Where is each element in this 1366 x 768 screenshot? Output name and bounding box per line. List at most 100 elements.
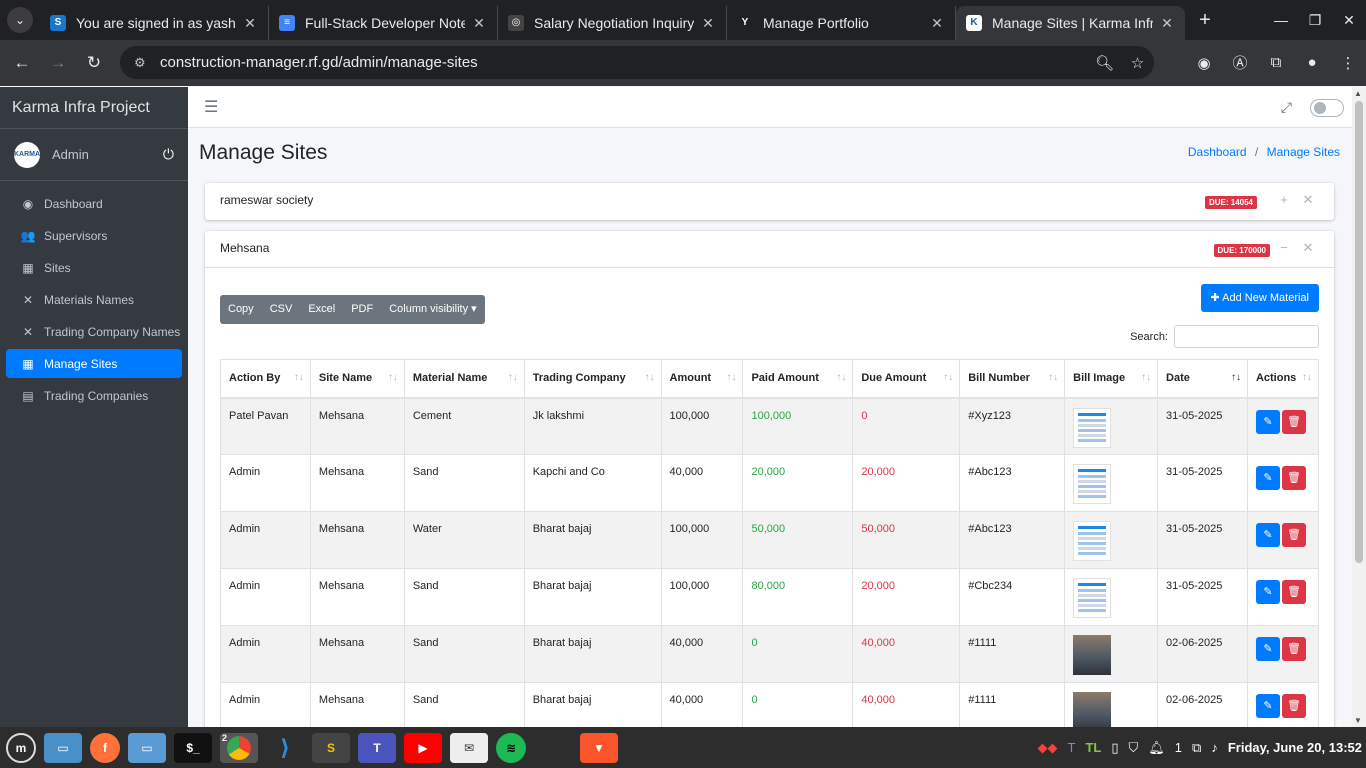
column-header[interactable]: Amount ↑↓ [660,359,744,399]
bill-thumbnail[interactable] [1073,464,1112,504]
column-header[interactable]: Bill Number ↑↓ [959,359,1066,399]
edit-icon[interactable]: ✎ [1255,580,1280,604]
add-material-button[interactable]: ✚ Add New Material [1200,284,1319,312]
vscode-icon[interactable]: ⟩ [279,734,291,760]
dt-button-csv[interactable]: CSV [269,303,293,315]
column-header[interactable]: Trading Company ↑↓ [523,359,662,399]
bill-thumbnail[interactable] [1073,692,1112,727]
power-icon[interactable]: ⏻ [162,146,174,162]
extension-icon-a[interactable]: Ⓐ [1232,55,1248,72]
new-tab-button[interactable]: + [1199,8,1211,31]
trash-icon[interactable]: 🗑︎ [1281,523,1306,547]
breadcrumb-current[interactable]: Manage Sites [1266,145,1340,159]
scroll-up-icon[interactable]: ▲ [1354,89,1362,98]
maximize-icon[interactable]: ❐ [1308,11,1322,28]
zoom-icon[interactable]: 🔍︎ [1094,54,1115,72]
minimize-icon[interactable]: — [1274,12,1288,28]
edit-icon[interactable]: ✎ [1255,409,1280,434]
card-header[interactable]: rameswar society DUE: 14054 + ✕ [205,183,1334,220]
collapse-icon[interactable]: − [1280,240,1288,255]
column-header[interactable]: Action By ↑↓ [220,359,311,399]
reload-button[interactable]: ↻ [86,53,102,72]
tab-close-icon[interactable]: ✕ [702,14,714,31]
dark-mode-toggle[interactable] [1310,99,1344,117]
column-header[interactable]: Due Amount ↑↓ [852,359,961,399]
clipboard-icon[interactable]: ▯ [1111,739,1119,755]
column-header[interactable]: Date ↑↓ [1157,359,1248,399]
browser-tab[interactable]: ◎ Salary Negotiation Inquiry ✕ [498,6,727,40]
mint-menu-icon[interactable]: m [6,732,36,763]
scrollbar-thumb[interactable] [1355,101,1363,563]
network-icon[interactable]: ⧉ [1192,739,1202,755]
search-input[interactable] [1174,325,1319,348]
sidebar-item-trading-companies[interactable]: ▤ Trading Companies [6,381,182,410]
trash-icon[interactable]: 🗑︎ [1281,580,1306,604]
notification-bell-icon[interactable]: 🔔︎ [1148,739,1165,755]
browser-tab[interactable]: K Manage Sites | Karma Infra ✕ [956,6,1185,40]
edit-icon[interactable]: ✎ [1255,637,1280,661]
url-text[interactable]: construction-manager.rf.gd/admin/manage-… [160,54,478,71]
sort-icon[interactable]: ↑↓ [293,372,304,383]
site-info-icon[interactable]: ⚙ [134,54,146,70]
terminal-icon[interactable]: $_ [174,732,212,763]
browser-tab[interactable]: Y Manage Portfolio ✕ [727,6,956,40]
tab-close-icon[interactable]: ✕ [1161,14,1173,31]
trash-icon[interactable]: 🗑︎ [1281,637,1306,661]
tab-close-icon[interactable]: ✕ [473,14,485,31]
anydesk-icon[interactable]: ◆◆ [1037,739,1058,755]
folder-icon[interactable]: ▭ [128,732,166,763]
teams-icon[interactable]: T [358,732,396,763]
chrome-icon[interactable]: 2 [220,732,258,763]
trash-icon[interactable]: 🗑︎ [1281,694,1306,718]
browser-tab[interactable]: S You are signed in as yashg ✕ [40,6,269,40]
bookmark-star-icon[interactable]: ☆ [1130,54,1145,72]
sort-icon[interactable]: ↑↓ [1230,372,1241,383]
edit-icon[interactable]: ✎ [1255,694,1280,718]
edit-icon[interactable]: ✎ [1255,523,1280,547]
bill-thumbnail[interactable] [1073,407,1112,448]
brand-title[interactable]: Karma Infra Project [0,87,188,129]
back-button[interactable]: ← [13,53,31,72]
sidebar-item-supervisors[interactable]: 👥 Supervisors [6,221,182,250]
sort-icon[interactable]: ↑↓ [1048,372,1059,383]
trash-icon[interactable]: 🗑︎ [1281,466,1306,490]
column-header[interactable]: Paid Amount ↑↓ [742,359,854,399]
trash-icon[interactable]: 🗑︎ [1281,409,1306,434]
sort-icon[interactable]: ↑↓ [387,372,398,383]
omnibox[interactable]: ⚙ construction-manager.rf.gd/admin/manag… [120,46,1154,79]
sort-icon[interactable]: ↑↓ [644,372,655,383]
firefox-icon[interactable]: f [90,732,120,763]
close-window-icon[interactable]: ✕ [1343,11,1355,28]
fullscreen-icon[interactable]: ⤢ [1280,99,1292,115]
sublime-icon[interactable]: S [312,732,350,763]
sort-icon[interactable]: ↑↓ [507,372,518,383]
remove-icon[interactable]: ✕ [1302,240,1314,255]
tab-search-button[interactable]: ⌄ [0,0,40,40]
mail-icon[interactable]: ✉ [450,732,488,763]
column-header[interactable]: Material Name ↑↓ [403,359,525,399]
clock[interactable]: Friday, June 20, 13:52 [1227,740,1362,755]
sort-icon[interactable]: ↑↓ [836,372,847,383]
dt-button-column[interactable]: Column visibility ▾ [389,303,477,315]
dt-button-copy[interactable]: Copy [228,303,254,315]
sidebar-item-sites[interactable]: ▦ Sites [6,253,182,282]
sort-icon[interactable]: ↑↓ [1141,372,1152,383]
edit-icon[interactable]: ✎ [1255,466,1280,490]
page-scrollbar[interactable]: ▲ ▼ [1352,87,1366,727]
expand-icon[interactable]: + [1280,192,1288,207]
scroll-down-icon[interactable]: ▼ [1354,716,1362,725]
tab-close-icon[interactable]: ✕ [244,14,256,31]
remove-icon[interactable]: ✕ [1302,192,1314,207]
music-icon[interactable]: ♪ [1211,740,1218,755]
bill-thumbnail[interactable] [1073,635,1112,675]
extensions-puzzle-icon[interactable]: ⧉ [1270,54,1282,71]
forward-button[interactable]: → [49,53,67,72]
spotify-icon[interactable]: ≋ [496,732,526,763]
column-header[interactable]: Actions ↑↓ [1246,359,1320,399]
browser-tab[interactable]: ≡ Full-Stack Developer Notes ✕ [269,6,498,40]
sidebar-item-dashboard[interactable]: ◉ Dashboard [6,189,182,218]
user-name[interactable]: Admin [52,147,89,162]
sort-icon[interactable]: ↑↓ [1302,372,1312,383]
hamburger-icon[interactable]: ☰ [204,99,219,116]
bill-thumbnail[interactable] [1073,521,1112,561]
